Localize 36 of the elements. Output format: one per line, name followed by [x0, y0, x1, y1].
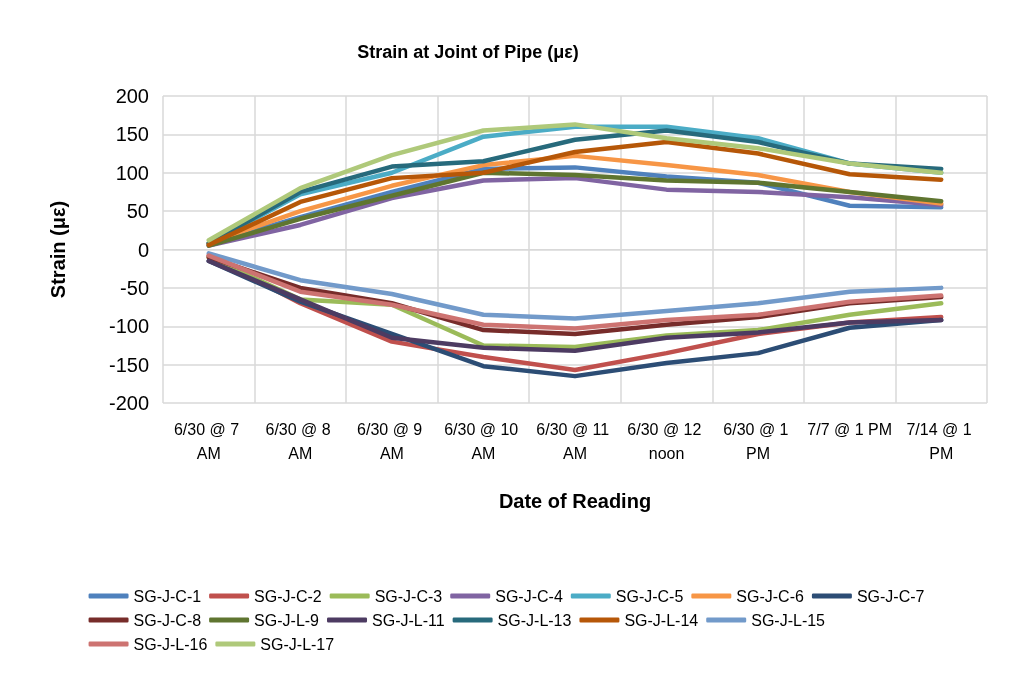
y-tick-label: -200 [108, 392, 149, 414]
legend-label: SG-J-C-1 [133, 587, 202, 605]
legend-label: SG-J-L-14 [624, 611, 699, 629]
x-axis-title: Date of Reading [498, 490, 652, 512]
x-tick-label: 6/30 @ 9 AM [357, 420, 427, 462]
legend-label: SG-J-C-4 [495, 587, 563, 605]
legend-label: SG-J-L-11 [372, 611, 445, 629]
y-tick-label: 100 [115, 161, 149, 184]
legend-label: SG-J-C-5 [615, 587, 684, 605]
y-tick-label: 150 [115, 123, 149, 146]
x-tick-label: 6/30 @ 12 noon [627, 420, 706, 462]
legend-label: SG-J-C-7 [856, 587, 925, 605]
legend-label: SG-J-L-16 [133, 635, 208, 653]
y-tick-label: -100 [108, 315, 149, 338]
x-tick-label: 6/30 @ 7 AM [173, 420, 244, 462]
legend-label: SG-J-L-15 [751, 611, 826, 629]
legend-label: SG-J-L-17 [260, 635, 335, 653]
x-tick-label: 6/30 @ 10 AM [444, 420, 523, 462]
legend-label: SG-J-C-3 [374, 587, 443, 605]
y-tick-label: -150 [108, 353, 149, 376]
y-tick-label: -50 [120, 276, 149, 299]
y-axis-title: Strain (με) [47, 200, 69, 299]
x-tick-label: 7/14 @ 1 PM [906, 420, 977, 462]
legend-label: SG-J-C-2 [254, 587, 322, 605]
y-tick-label: 50 [126, 200, 149, 223]
legend-label: SG-J-L-13 [497, 611, 572, 629]
legend-label: SG-J-C-8 [133, 611, 202, 629]
x-tick-label: 6/30 @ 8 AM [265, 420, 336, 462]
legend-label: SG-J-C-6 [736, 587, 804, 605]
x-tick-label: 6/30 @ 1 PM [723, 420, 793, 462]
y-tick-label: 0 [137, 238, 149, 261]
x-tick-label: 6/30 @ 11 AM [536, 420, 614, 462]
chart-title: Strain at Joint of Pipe (με) [357, 42, 579, 62]
y-tick-label: 200 [115, 85, 149, 107]
x-tick-label: 7/7 @ 1 PM [807, 420, 893, 438]
legend-label: SG-J-L-9 [254, 611, 320, 629]
